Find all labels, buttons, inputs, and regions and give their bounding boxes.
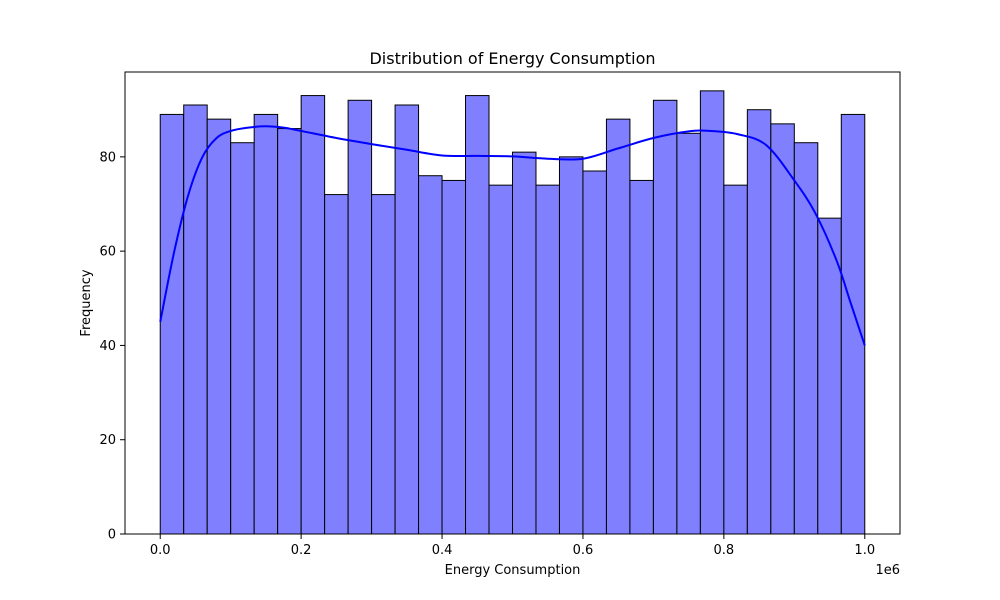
x-axis-offset-label: 1e6 <box>875 563 900 578</box>
histogram-bar <box>746 109 772 535</box>
y-tick-label: 0 <box>108 528 116 543</box>
histogram-bar <box>770 123 795 535</box>
y-axis-label: Frequency <box>79 269 94 336</box>
x-tick-label: 1.0 <box>854 543 875 558</box>
histogram-bar <box>652 99 678 535</box>
histogram-bar <box>206 118 232 535</box>
histogram-bar <box>394 104 420 535</box>
kde-layer <box>159 125 866 346</box>
histogram-bar <box>558 156 584 535</box>
histogram-bar <box>324 194 349 535</box>
histogram-bar <box>840 113 866 535</box>
histogram-bar <box>347 99 373 535</box>
y-tick-label: 80 <box>99 150 116 165</box>
histogram-bar <box>723 184 748 535</box>
histogram-bar <box>418 175 443 535</box>
x-tick-label: 0.0 <box>150 543 171 558</box>
histogram-bar <box>441 179 467 535</box>
x-axis: 0.0 0.2 0.4 0.6 0.8 1.0 <box>150 534 875 558</box>
histogram-bar <box>699 90 725 535</box>
bars-layer <box>159 90 866 535</box>
y-tick-label: 20 <box>99 433 116 448</box>
histogram-bar <box>183 104 208 535</box>
histogram-bar <box>300 95 326 535</box>
histogram-bar <box>371 194 396 535</box>
histogram-bar <box>676 132 701 535</box>
histogram-bar <box>159 113 185 535</box>
x-tick-label: 0.6 <box>573 543 594 558</box>
histogram-bar <box>465 95 490 535</box>
histogram-bar <box>793 142 819 535</box>
x-tick-label: 0.2 <box>291 543 312 558</box>
y-tick-label: 60 <box>99 245 116 260</box>
x-tick-label: 0.4 <box>432 543 453 558</box>
histogram-bar <box>629 179 654 535</box>
y-tick-label: 40 <box>99 339 116 354</box>
histogram-bar <box>582 170 607 535</box>
y-axis: 0 20 40 60 80 <box>99 150 125 543</box>
x-axis-label: Energy Consumption <box>445 563 581 578</box>
histogram-bar <box>488 184 513 535</box>
x-tick-label: 0.8 <box>714 543 735 558</box>
histogram-bar <box>277 128 302 535</box>
plot-frame <box>124 71 901 535</box>
chart-title: Distribution of Energy Consumption <box>369 49 655 68</box>
kde-line <box>159 125 866 346</box>
histogram-bar <box>512 151 537 535</box>
histogram-bar <box>535 184 560 535</box>
histogram-bar <box>605 118 631 535</box>
histogram-bar <box>253 113 279 535</box>
histogram-bar <box>230 142 255 535</box>
